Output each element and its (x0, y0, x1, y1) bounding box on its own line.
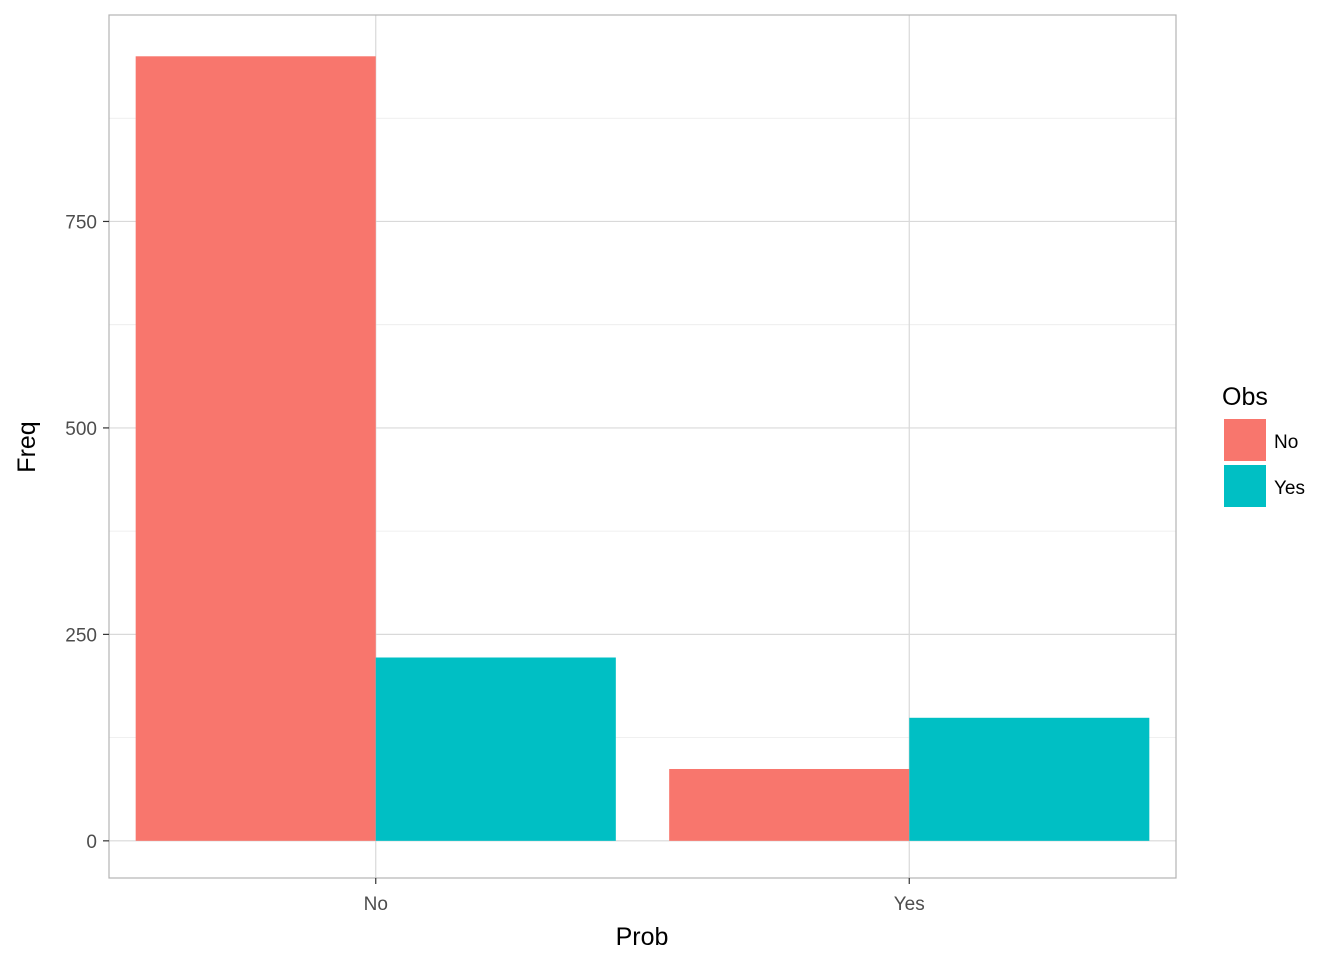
legend-key-no (1224, 419, 1266, 461)
plot-border (108, 14, 1177, 879)
y-axis-title: Freq (13, 421, 41, 472)
x-tick-label: Yes (894, 894, 925, 915)
axes: 0 250 500 750 No Yes (65, 212, 924, 915)
legend: Obs No Yes (1222, 383, 1305, 507)
bar-yes-yes (909, 717, 1150, 841)
bar-no-yes (375, 657, 616, 841)
y-tick-label: 750 (65, 212, 97, 233)
legend-label-yes: Yes (1274, 478, 1305, 499)
y-tick-label: 500 (65, 419, 97, 440)
x-tick-label: No (364, 894, 388, 915)
bar-no-no (135, 56, 376, 841)
legend-key-yes (1224, 465, 1266, 507)
legend-label-no: No (1274, 432, 1298, 453)
bar-yes-no (669, 768, 910, 841)
y-tick-label: 250 (65, 625, 97, 646)
legend-title: Obs (1222, 383, 1268, 411)
y-tick-label: 0 (86, 832, 97, 853)
bars (135, 56, 1150, 841)
x-axis-title: Prob (616, 923, 669, 951)
